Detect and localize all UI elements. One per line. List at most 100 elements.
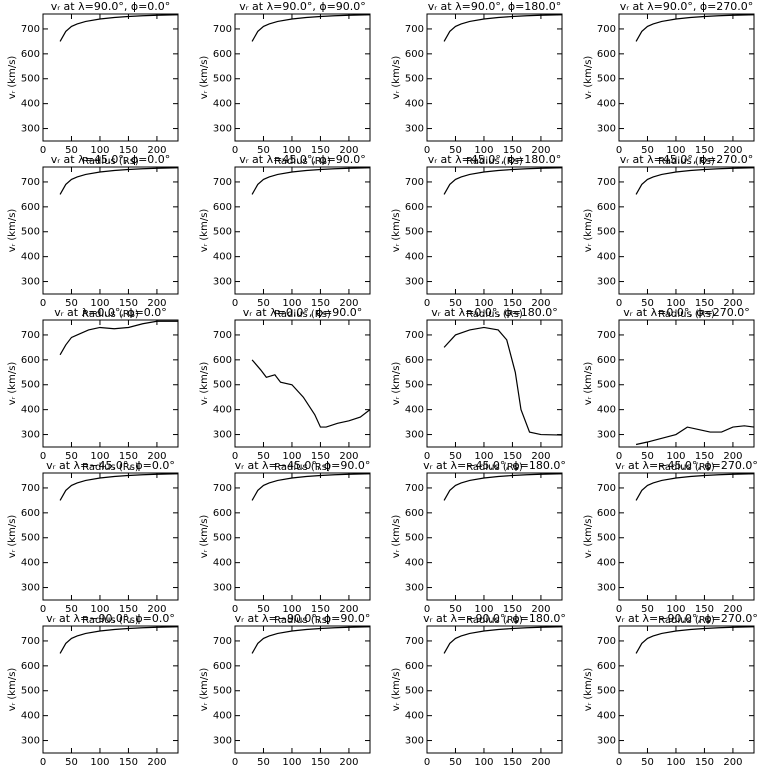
y-tick-label: 600 (597, 661, 616, 672)
y-tick-label: 400 (597, 99, 616, 110)
y-tick-label: 600 (597, 202, 616, 213)
y-tick-label: 300 (21, 736, 40, 747)
y-tick-label: 400 (21, 405, 40, 416)
data-line (251, 473, 371, 501)
plot-frame (42, 625, 179, 754)
y-tick-label: 500 (213, 74, 232, 85)
x-tick-label: 150 (503, 145, 522, 156)
y-tick-label: 400 (405, 405, 424, 416)
x-tick-label: 100 (282, 604, 301, 615)
y-tick-label: 700 (21, 24, 40, 35)
x-tick-label: 0 (232, 298, 238, 309)
x-tick-label: 150 (503, 451, 522, 462)
y-tick-label: 300 (405, 430, 424, 441)
x-tick-label: 100 (282, 451, 301, 462)
x-tick-label: 150 (119, 298, 138, 309)
y-tick-label: 700 (597, 636, 616, 647)
x-axis-label: Radius (Rs) (274, 309, 331, 320)
x-tick-label: 200 (723, 145, 742, 156)
y-axis-label: vᵣ (km/s) (391, 362, 402, 406)
y-tick-label: 300 (213, 583, 232, 594)
x-tick-label: 50 (641, 451, 654, 462)
x-tick-label: 50 (257, 451, 270, 462)
y-tick-label: 400 (597, 405, 616, 416)
x-tick-label: 50 (65, 604, 78, 615)
x-tick-label: 0 (616, 145, 622, 156)
plot-frame (426, 13, 563, 142)
x-tick-label: 200 (723, 757, 742, 768)
x-tick-label: 200 (723, 451, 742, 462)
x-axis-label: Radius (Rs) (466, 615, 523, 626)
chart-title: vᵣ at λ=90.0°, ϕ=180.0° (428, 0, 562, 13)
plot-frame (426, 472, 563, 601)
chart-title: vᵣ at λ=−45.0°, ϕ=0.0° (46, 459, 175, 472)
y-tick-label: 400 (405, 711, 424, 722)
chart-title: vᵣ at λ=−90.0°, ϕ=180.0° (423, 612, 566, 625)
data-line (59, 473, 179, 501)
y-tick-label: 500 (405, 380, 424, 391)
x-tick-label: 100 (282, 145, 301, 156)
x-tick-label: 150 (695, 298, 714, 309)
y-tick-label: 600 (213, 508, 232, 519)
y-tick-label: 400 (597, 558, 616, 569)
x-tick-label: 100 (666, 757, 685, 768)
data-line (443, 14, 563, 42)
y-tick-label: 700 (21, 636, 40, 647)
plot-frame (618, 625, 755, 754)
x-axis-label: Radius (Rs) (658, 462, 715, 473)
x-tick-label: 100 (474, 145, 493, 156)
x-axis-label: Radius (Rs) (466, 462, 523, 473)
x-axis-label: Radius (Rs) (82, 615, 139, 626)
y-tick-label: 700 (405, 636, 424, 647)
chart-title: vᵣ at λ=0.0°, ϕ=270.0° (623, 306, 750, 319)
plot-frame (42, 319, 179, 448)
x-tick-label: 150 (695, 604, 714, 615)
y-tick-label: 300 (405, 277, 424, 288)
data-line (443, 626, 563, 654)
data-line (251, 626, 371, 654)
y-tick-label: 500 (405, 686, 424, 697)
data-line (59, 14, 179, 42)
x-tick-label: 150 (311, 604, 330, 615)
y-axis-label: vᵣ (km/s) (7, 56, 18, 100)
x-tick-label: 100 (90, 145, 109, 156)
x-tick-label: 0 (40, 757, 46, 768)
x-tick-label: 200 (339, 451, 358, 462)
y-tick-label: 700 (405, 330, 424, 341)
x-axis-label: Radius (Rs) (82, 462, 139, 473)
y-tick-label: 700 (597, 24, 616, 35)
y-tick-label: 600 (597, 508, 616, 519)
x-tick-label: 200 (339, 604, 358, 615)
y-tick-label: 300 (405, 736, 424, 747)
y-tick-label: 700 (213, 636, 232, 647)
y-tick-label: 700 (405, 24, 424, 35)
x-tick-label: 200 (531, 757, 550, 768)
y-tick-label: 400 (213, 405, 232, 416)
y-tick-label: 400 (213, 99, 232, 110)
x-axis-label: Radius (Rs) (274, 462, 331, 473)
y-axis-label: vᵣ (km/s) (583, 362, 594, 406)
data-line (59, 626, 179, 654)
y-tick-label: 500 (213, 380, 232, 391)
data-line (443, 167, 563, 195)
chart-title: vᵣ at λ=45.0°, ϕ=180.0° (428, 153, 562, 166)
x-tick-label: 0 (40, 451, 46, 462)
x-tick-label: 0 (424, 145, 430, 156)
x-tick-label: 0 (232, 604, 238, 615)
y-tick-label: 700 (213, 24, 232, 35)
y-tick-label: 600 (213, 661, 232, 672)
chart-title: vᵣ at λ=0.0°, ϕ=180.0° (431, 306, 558, 319)
y-tick-label: 400 (405, 252, 424, 263)
x-tick-label: 150 (311, 757, 330, 768)
x-tick-label: 50 (257, 604, 270, 615)
y-tick-label: 600 (21, 508, 40, 519)
y-tick-label: 600 (597, 355, 616, 366)
y-tick-label: 600 (405, 661, 424, 672)
plot-frame (426, 625, 563, 754)
y-tick-label: 500 (21, 686, 40, 697)
x-tick-label: 50 (65, 451, 78, 462)
y-axis-label: vᵣ (km/s) (7, 668, 18, 712)
chart-title: vᵣ at λ=0.0°, ϕ=90.0° (243, 306, 363, 319)
data-line (251, 14, 371, 42)
y-tick-label: 700 (405, 177, 424, 188)
